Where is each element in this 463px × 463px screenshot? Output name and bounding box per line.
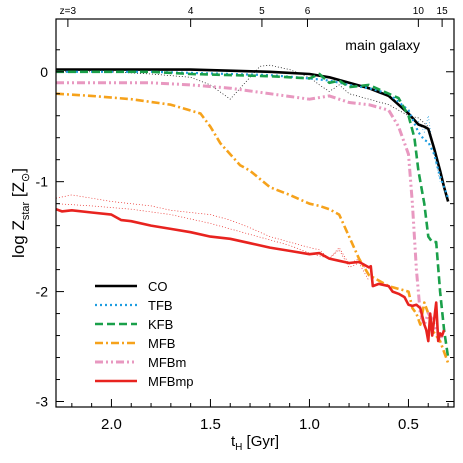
top-tick-label: 10 [413, 6, 425, 17]
legend-label-mfb: MFB [148, 336, 175, 351]
top-tick-label: 6 [305, 6, 311, 17]
x-tick-label: 0.5 [398, 416, 419, 433]
y-label-main: log Z [9, 220, 28, 258]
y-tick-label: -2 [36, 284, 49, 300]
tick-group: 2.0 1.5 1.0 0.5 0 -1 -2 -3 [36, 49, 454, 433]
top-tick-label: 4 [188, 6, 194, 17]
ghost-line-2 [55, 203, 370, 281]
x-label-sub: H [235, 442, 242, 453]
series-line-kfb [56, 70, 450, 358]
series-group [55, 68, 450, 364]
top-axis-tick-group: z=3 4 5 6 10 15 [60, 6, 448, 27]
series-line-mfbmp [55, 207, 446, 343]
legend-label-kfb: KFB [148, 317, 173, 332]
y-label-unit-open: [Z [9, 182, 28, 202]
top-tick-label: 15 [437, 6, 449, 17]
y-tick-label: -1 [36, 174, 49, 190]
legend-label-tfb: TFB [148, 298, 173, 313]
annotation: main galaxy [345, 37, 420, 53]
plot-frame [55, 18, 455, 408]
top-tick-label: z=3 [60, 6, 77, 17]
ghost-series-group [55, 64, 441, 281]
series-line-mfb [55, 92, 450, 364]
y-label-unit-sub: ⊙ [20, 173, 32, 182]
legend: CO TFB KFB MFB MFBm MFBmp [95, 279, 194, 389]
series-line-co [56, 68, 450, 202]
x-axis-label: tH [Gyr] [231, 433, 279, 453]
y-label-sub: star [20, 201, 32, 220]
x-tick-label: 2.0 [101, 416, 122, 433]
ghost-line-0 [56, 64, 429, 127]
y-label-unit-close: ] [9, 168, 28, 173]
x-tick-label: 1.0 [299, 416, 320, 433]
x-label-main: t [231, 433, 236, 450]
x-tick-label: 1.5 [200, 416, 221, 433]
x-label-unit: [Gyr] [242, 433, 279, 450]
y-tick-label: 0 [40, 64, 48, 80]
y-tick-label: -3 [36, 394, 49, 410]
legend-label-mfbmp: MFBmp [148, 374, 194, 389]
series-line-mfbm [56, 81, 445, 340]
legend-label-co: CO [148, 279, 168, 294]
top-tick-label: 5 [259, 6, 265, 17]
legend-label-mfbm: MFBm [148, 355, 186, 370]
y-axis-label: log Zstar [Z⊙] [9, 168, 32, 258]
